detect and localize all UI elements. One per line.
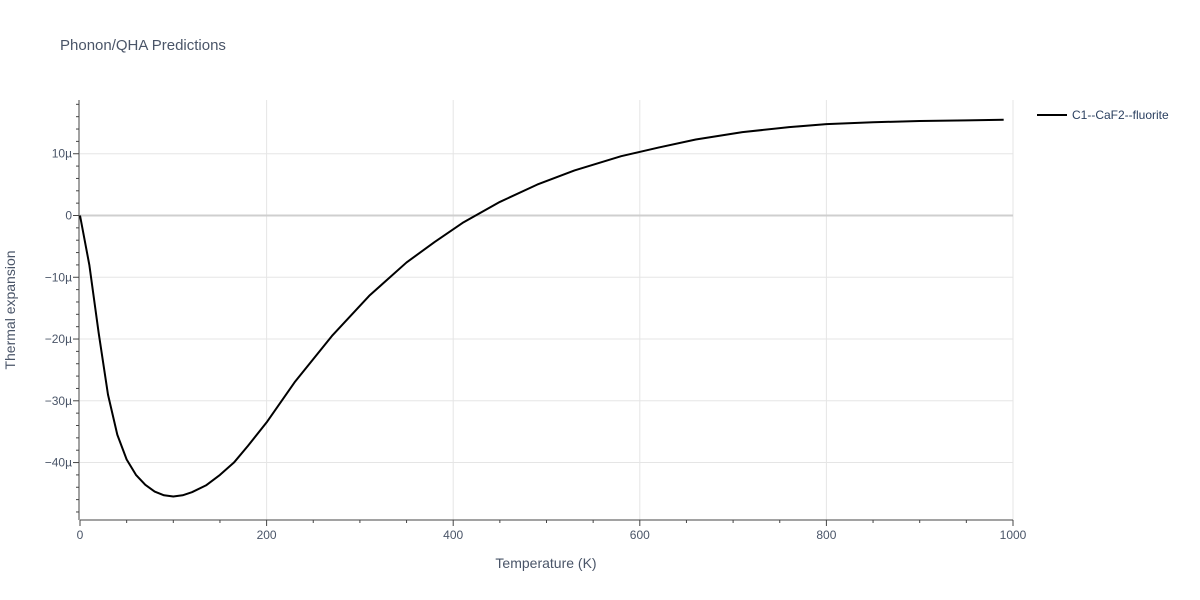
legend-label: C1--CaF2--fluorite [1072,108,1169,122]
y-tick-label: 10µ [52,147,72,161]
series-layer [79,118,1004,498]
y-tick-label: −20µ [45,332,72,346]
chart-title: Phonon/QHA Predictions [60,37,226,54]
y-tick-label: −40µ [45,456,72,470]
x-axis-title: Temperature (K) [495,555,596,571]
x-tick-label: 1000 [1000,528,1027,542]
x-tick-label: 0 [77,528,84,542]
y-tick-label: −10µ [45,270,72,284]
y-tick-label: −30µ [45,394,72,408]
x-tick-label: 200 [257,528,277,542]
x-tick-label: 400 [443,528,463,542]
grid [80,100,1014,520]
y-tick-label: 0 [65,209,72,223]
x-tick-label: 600 [630,528,650,542]
axes: 0 200 400 600 800 1000 10µ 0 −10µ −20µ −30µ −40µ [45,100,1027,542]
y-axis-title: Thermal expansion [2,250,18,369]
legend[interactable]: C1--CaF2--fluorite [1037,108,1169,122]
series-line [79,118,1004,498]
x-tick-label: 800 [816,528,836,542]
